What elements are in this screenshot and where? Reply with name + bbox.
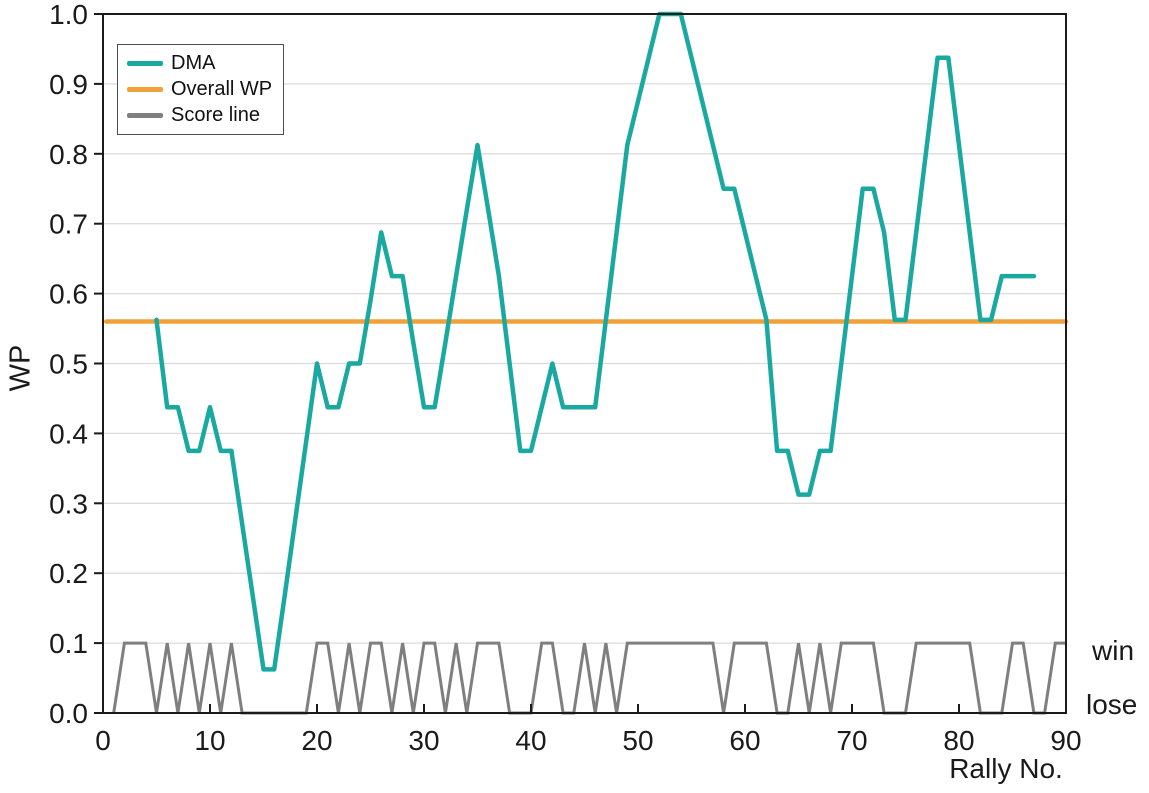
y-tick-label: 0.9 [49,69,88,100]
legend-label-dma: DMA [171,52,216,74]
legend: DMA Overall WP Score line [117,44,285,135]
y-tick-label: 0.2 [49,558,88,589]
y-tick-label: 0.6 [49,279,88,310]
y-tick-label: 0.7 [49,209,88,240]
y-tick-label: 1.0 [49,0,88,30]
right-axis-lose-label: lose [1086,689,1138,720]
right-axis-win-label: win [1092,635,1135,666]
x-tick-label: 0 [95,725,111,756]
legend-label-score-line: Score line [171,104,260,126]
y-tick-label: 0.4 [49,418,88,449]
y-tick-label: 0.3 [49,488,88,519]
x-tick-label: 20 [301,725,332,756]
x-tick-label: 10 [194,725,225,756]
x-tick-label: 70 [836,725,867,756]
legend-item-dma: DMA [127,52,272,74]
plot-border [102,13,1067,714]
x-tick-label: 40 [515,725,546,756]
x-tick-label: 90 [1050,725,1081,756]
legend-item-overall-wp: Overall WP [127,78,272,100]
y-tick-label: 0.5 [49,349,88,380]
x-tick-label: 50 [622,725,653,756]
x-axis-title: Rally No. [949,753,1063,784]
x-tick-label: 30 [408,725,439,756]
x-tick-label: 60 [729,725,760,756]
dma-line-swatch [127,60,163,66]
y-tick-label: 0.0 [49,698,88,729]
score-line [112,641,1066,715]
x-tick-label: 80 [943,725,974,756]
y-tick-label: 0.8 [49,139,88,170]
dma-line [154,11,1037,672]
y-tick-label: 0.1 [49,628,88,659]
overall-wp-line-swatch [127,86,163,92]
legend-item-score-line: Score line [127,104,272,126]
legend-label-overall-wp: Overall WP [171,78,273,100]
score-line-swatch [127,112,163,118]
y-axis-title: WP [4,344,37,392]
